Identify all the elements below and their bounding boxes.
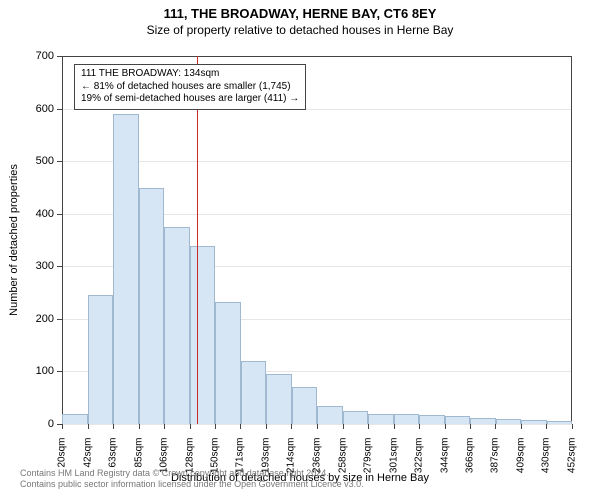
xtick-mark [317, 424, 318, 429]
xtick-label: 128sqm [184, 438, 195, 488]
histogram-bar [394, 414, 420, 425]
xtick-label: 301sqm [388, 438, 399, 488]
histogram-bar [419, 415, 445, 424]
xtick-mark [88, 424, 89, 429]
ytick-label: 200 [0, 313, 54, 325]
xtick-mark [113, 424, 114, 429]
ytick-label: 400 [0, 208, 54, 220]
histogram-bar [139, 188, 165, 424]
histogram-bar [190, 246, 216, 424]
xtick-label: 63sqm [107, 438, 118, 488]
xtick-label: 279sqm [362, 438, 373, 488]
xtick-label: 430sqm [541, 438, 552, 488]
histogram-bar [368, 414, 394, 425]
ytick-mark [57, 371, 62, 372]
reference-line [197, 56, 198, 424]
xtick-mark [164, 424, 165, 429]
xtick-mark [495, 424, 496, 429]
xtick-mark [368, 424, 369, 429]
ytick-label: 100 [0, 365, 54, 377]
xtick-mark [343, 424, 344, 429]
histogram-bar [241, 361, 267, 424]
xtick-mark [546, 424, 547, 429]
annotation-box: 111 THE BROADWAY: 134sqm ← 81% of detach… [74, 64, 306, 110]
histogram-bar [547, 421, 573, 424]
ytick-label: 600 [0, 103, 54, 115]
xtick-label: 236sqm [312, 438, 323, 488]
xtick-mark [572, 424, 573, 429]
xtick-label: 42sqm [82, 438, 93, 488]
xtick-mark [470, 424, 471, 429]
histogram-bar [317, 406, 343, 424]
histogram-bar [521, 420, 547, 424]
chart-title: 111, THE BROADWAY, HERNE BAY, CT6 8EY [0, 0, 600, 23]
xtick-label: 322sqm [413, 438, 424, 488]
ytick-mark [57, 319, 62, 320]
annotation-line-3: 19% of semi-detached houses are larger (… [81, 93, 299, 106]
histogram-bar [215, 302, 241, 424]
xtick-label: 452sqm [567, 438, 578, 488]
ytick-mark [57, 109, 62, 110]
xtick-mark [445, 424, 446, 429]
xtick-mark [521, 424, 522, 429]
ytick-label: 300 [0, 260, 54, 272]
xtick-label: 214sqm [286, 438, 297, 488]
histogram-bar [62, 414, 88, 425]
histogram-bar [343, 411, 369, 424]
histogram-bar [445, 416, 471, 424]
xtick-mark [139, 424, 140, 429]
ytick-label: 0 [0, 418, 54, 430]
xtick-label: 409sqm [516, 438, 527, 488]
histogram-bar [470, 418, 496, 424]
annotation-line-2: ← 81% of detached houses are smaller (1,… [81, 81, 299, 94]
y-axis-label: Number of detached properties [8, 164, 20, 316]
annotation-line-1: 111 THE BROADWAY: 134sqm [81, 68, 299, 81]
xtick-label: 150sqm [210, 438, 221, 488]
histogram-bar [266, 374, 292, 424]
xtick-mark [291, 424, 292, 429]
histogram-bar [88, 295, 114, 424]
ytick-label: 700 [0, 50, 54, 62]
xtick-label: 171sqm [235, 438, 246, 488]
xtick-label: 387sqm [490, 438, 501, 488]
xtick-mark [240, 424, 241, 429]
chart-subtitle: Size of property relative to detached ho… [0, 23, 600, 39]
xtick-mark [266, 424, 267, 429]
xtick-mark [394, 424, 395, 429]
xtick-mark [190, 424, 191, 429]
xtick-label: 366sqm [465, 438, 476, 488]
xtick-label: 193sqm [261, 438, 272, 488]
ytick-mark [57, 161, 62, 162]
xtick-label: 106sqm [158, 438, 169, 488]
histogram-bar [496, 419, 522, 424]
ytick-label: 500 [0, 155, 54, 167]
histogram-bar [113, 114, 139, 424]
ytick-mark [57, 214, 62, 215]
plot-area-wrapper: 111 THE BROADWAY: 134sqm ← 81% of detach… [62, 56, 572, 424]
xtick-label: 258sqm [337, 438, 348, 488]
ytick-mark [57, 266, 62, 267]
xtick-label: 344sqm [439, 438, 450, 488]
xtick-mark [62, 424, 63, 429]
xtick-label: 85sqm [133, 438, 144, 488]
ytick-mark [57, 56, 62, 57]
xtick-label: 20sqm [57, 438, 68, 488]
histogram-bar [164, 227, 190, 424]
histogram-bar [292, 387, 318, 424]
xtick-mark [419, 424, 420, 429]
xtick-mark [215, 424, 216, 429]
